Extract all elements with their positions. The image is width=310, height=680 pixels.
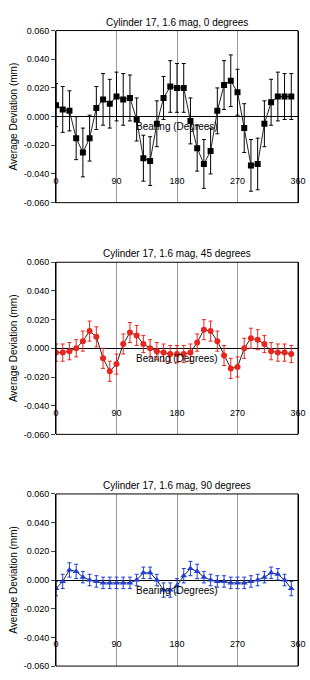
svg-text:180: 180 — [169, 176, 184, 186]
svg-text:0.060: 0.060 — [27, 257, 50, 267]
svg-text:0.040: 0.040 — [27, 518, 50, 528]
svg-text:Cylinder 17, 1.6 mag, 45 degre: Cylinder 17, 1.6 mag, 45 degrees — [103, 248, 251, 259]
svg-text:180: 180 — [169, 408, 184, 418]
svg-text:-0.060: -0.060 — [24, 661, 50, 671]
svg-text:0: 0 — [53, 176, 58, 186]
svg-text:270: 270 — [230, 408, 245, 418]
svg-text:Average Deviation (mm): Average Deviation (mm) — [8, 294, 19, 402]
svg-text:Average Deviation (mm): Average Deviation (mm) — [8, 63, 19, 171]
svg-text:Bearing (Degrees): Bearing (Degrees) — [136, 121, 218, 132]
svg-text:0: 0 — [53, 639, 58, 649]
svg-text:0.020: 0.020 — [27, 546, 50, 556]
svg-text:0.000: 0.000 — [27, 112, 50, 122]
svg-text:360: 360 — [290, 408, 305, 418]
svg-text:180: 180 — [169, 639, 184, 649]
svg-text:0.060: 0.060 — [27, 26, 50, 36]
svg-text:270: 270 — [230, 176, 245, 186]
svg-text:Cylinder 17, 1.6 mag, 90 degre: Cylinder 17, 1.6 mag, 90 degrees — [103, 480, 251, 491]
svg-text:Bearing (Degrees): Bearing (Degrees) — [136, 585, 218, 596]
svg-text:-0.040: -0.040 — [24, 633, 50, 643]
svg-text:0: 0 — [53, 408, 58, 418]
svg-text:-0.040: -0.040 — [24, 401, 50, 411]
svg-text:-0.020: -0.020 — [24, 140, 50, 150]
svg-text:Bearing (Degrees): Bearing (Degrees) — [136, 353, 218, 364]
svg-text:0.040: 0.040 — [27, 54, 50, 64]
svg-text:-0.060: -0.060 — [24, 198, 50, 208]
svg-text:0.020: 0.020 — [27, 83, 50, 93]
svg-text:0.040: 0.040 — [27, 286, 50, 296]
svg-text:0.020: 0.020 — [27, 315, 50, 325]
svg-text:0.060: 0.060 — [27, 489, 50, 499]
svg-text:-0.020: -0.020 — [24, 372, 50, 382]
svg-text:270: 270 — [230, 639, 245, 649]
svg-text:-0.060: -0.060 — [24, 430, 50, 440]
svg-text:Average Deviation (mm): Average Deviation (mm) — [8, 526, 19, 634]
svg-text:360: 360 — [290, 176, 305, 186]
svg-text:Cylinder 17, 1.6 mag, 0 degree: Cylinder 17, 1.6 mag, 0 degrees — [106, 17, 248, 28]
svg-text:90: 90 — [111, 639, 121, 649]
svg-text:90: 90 — [111, 176, 121, 186]
svg-text:-0.020: -0.020 — [24, 604, 50, 614]
svg-text:0.000: 0.000 — [27, 343, 50, 353]
svg-text:90: 90 — [111, 408, 121, 418]
svg-text:360: 360 — [290, 639, 305, 649]
svg-text:-0.040: -0.040 — [24, 169, 50, 179]
svg-text:0.000: 0.000 — [27, 575, 50, 585]
